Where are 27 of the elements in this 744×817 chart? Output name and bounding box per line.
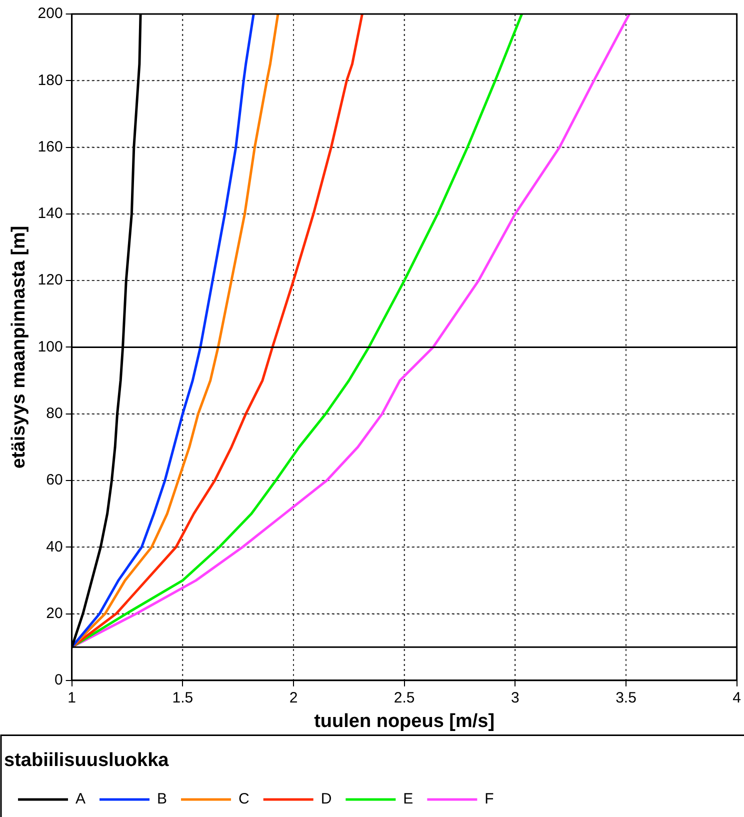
x-tick-label: 3 — [510, 690, 520, 707]
y-tick-label: 120 — [38, 272, 63, 289]
x-tick-label: 3.5 — [616, 690, 636, 707]
y-axis-title: etäisyys maanpinnasta [m] — [8, 226, 30, 469]
y-tick-label: 200 — [38, 5, 63, 22]
y-tick-label: 140 — [38, 205, 63, 222]
y-tick-label: 80 — [46, 404, 63, 422]
x-axis-title: tuulen nopeus [m/s] — [314, 711, 495, 732]
legend-label: E — [403, 790, 414, 808]
x-tick-label: 2.5 — [394, 690, 415, 707]
legend-label: D — [320, 790, 332, 808]
legend-label: B — [157, 790, 168, 808]
x-tick-label: 4 — [732, 690, 741, 707]
y-tick-label: 100 — [38, 338, 63, 356]
y-tick-label: 160 — [38, 138, 63, 156]
legend-title: stabiilisuusluokka — [4, 750, 170, 771]
legend-label: F — [484, 790, 494, 808]
y-tick-label: 180 — [38, 72, 63, 89]
y-tick-label: 20 — [46, 604, 63, 622]
legend-label: C — [238, 790, 250, 808]
x-tick-label: 2 — [289, 690, 298, 707]
x-tick-label: 1.5 — [172, 690, 194, 707]
legend-label: A — [76, 790, 86, 808]
y-tick-label: 60 — [46, 472, 63, 489]
x-tick-label: 1 — [68, 690, 76, 707]
y-tick-label: 0 — [54, 672, 63, 689]
y-tick-label: 40 — [46, 538, 63, 556]
